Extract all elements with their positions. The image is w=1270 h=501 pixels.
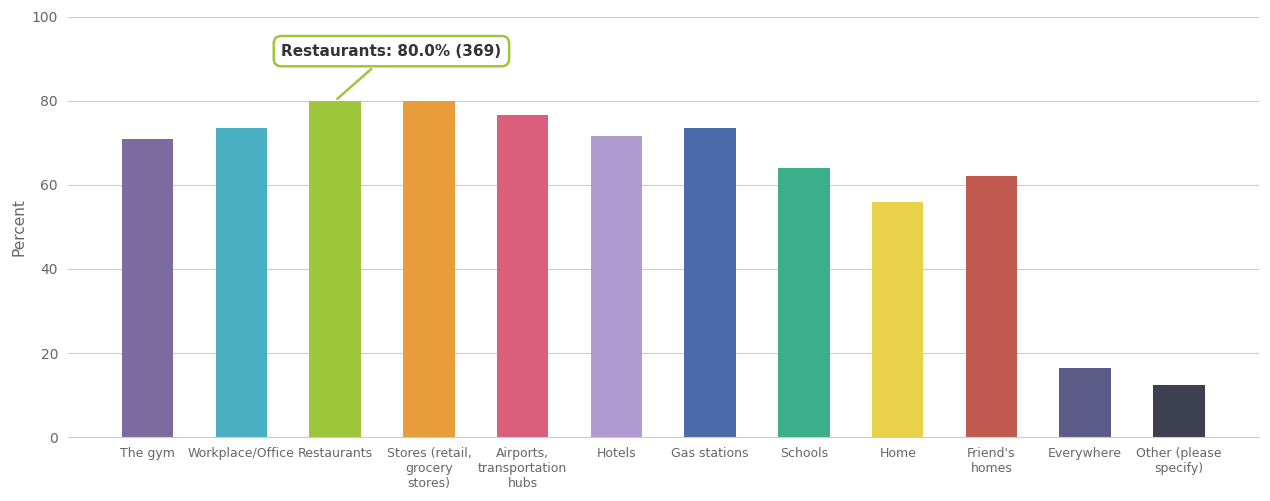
- Bar: [1059, 368, 1111, 437]
- Bar: [591, 136, 643, 437]
- Bar: [779, 168, 829, 437]
- Bar: [965, 176, 1017, 437]
- Bar: [685, 128, 737, 437]
- Bar: [497, 115, 549, 437]
- Bar: [872, 202, 923, 437]
- Bar: [122, 139, 174, 437]
- Bar: [403, 101, 455, 437]
- Bar: [1153, 385, 1205, 437]
- Y-axis label: Percent: Percent: [11, 198, 27, 256]
- Bar: [310, 101, 361, 437]
- Text: Restaurants: 80.0% (369): Restaurants: 80.0% (369): [282, 44, 502, 99]
- Bar: [216, 128, 267, 437]
